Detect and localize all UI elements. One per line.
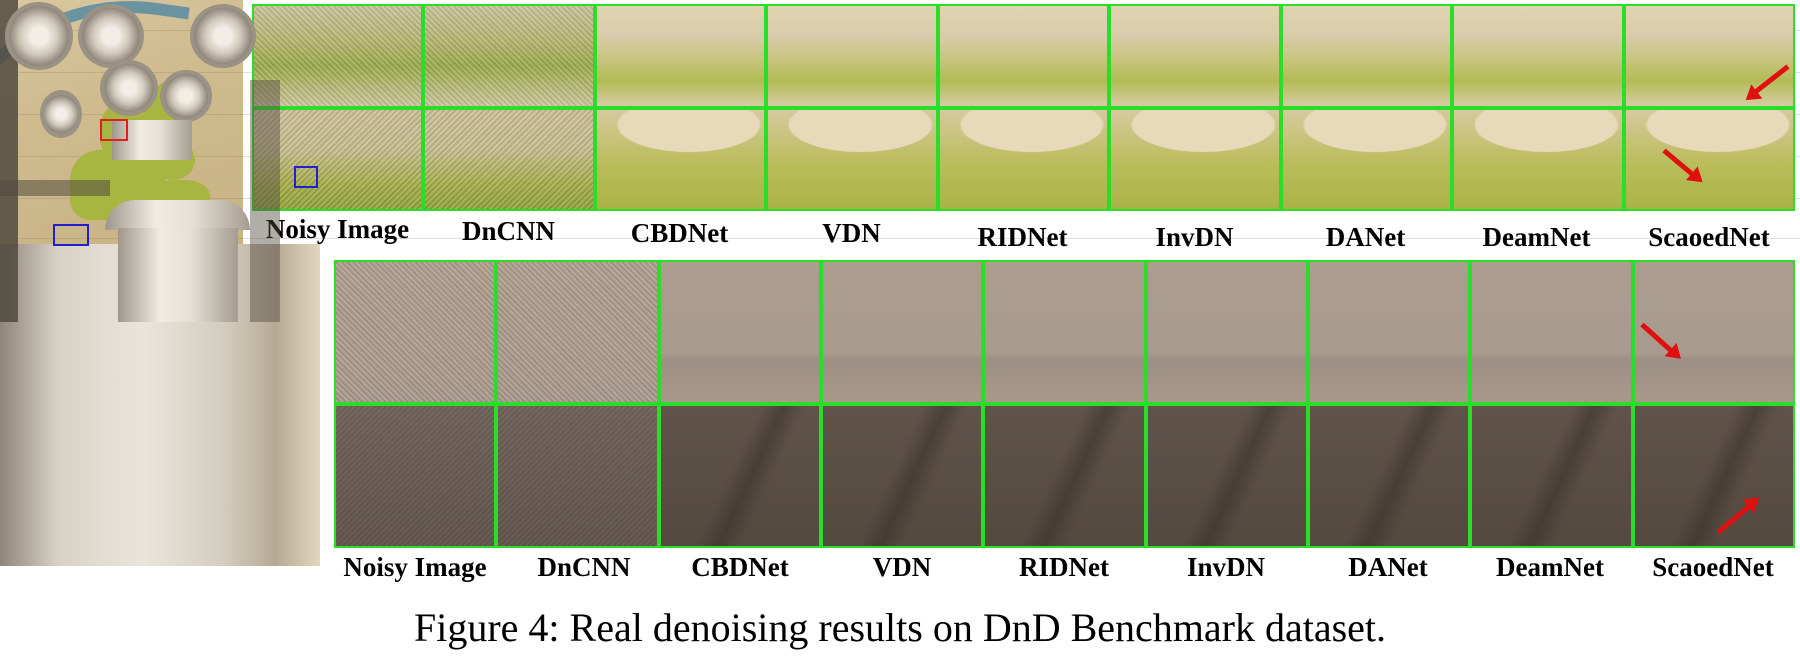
- label-scaoednet: ScaoedNet: [1648, 222, 1770, 252]
- patch-invdn-top: [1145, 260, 1308, 404]
- patch-deamnet-bottom: [1452, 107, 1624, 211]
- patch-danet-top: [1280, 4, 1453, 108]
- label-scaoednet: ScaoedNet: [1652, 552, 1774, 582]
- patch-danet-top: [1307, 260, 1471, 404]
- label-vdn: VDN: [822, 218, 881, 248]
- patch-scaoednet-bottom: [1623, 107, 1795, 211]
- overview-image-column: [0, 0, 320, 566]
- label-cbdnet: CBDNet: [691, 552, 789, 582]
- patch-deamnet-top: [1470, 260, 1633, 404]
- label-deamnet: DeamNet: [1496, 552, 1604, 582]
- patch-deamnet-top: [1452, 4, 1624, 108]
- crop-grid-row1: [252, 4, 1795, 211]
- label-ridnet: RIDNet: [977, 222, 1068, 252]
- label-invdn: InvDN: [1186, 552, 1266, 582]
- label-dncnn: DnCNN: [537, 552, 631, 582]
- crop-grid-row2: [334, 260, 1795, 548]
- patch-ridnet-top: [983, 260, 1146, 404]
- label-vdn: VDN: [872, 552, 932, 582]
- patch-noisy-top: [334, 260, 497, 404]
- patch-invdn-top: [1109, 4, 1281, 108]
- patch-scaoednet-top: [1623, 4, 1795, 108]
- label-ridnet: RIDNet: [1019, 552, 1109, 582]
- patch-invdn-bottom: [1145, 404, 1308, 548]
- patch-noisy-bottom: [252, 107, 424, 211]
- patch-dncnn-bottom: [496, 404, 659, 548]
- patch-vdn-bottom: [820, 404, 984, 548]
- patch-vdn-top: [766, 4, 938, 108]
- figure-caption: Figure 4: Real denoising results on DnD …: [413, 605, 1387, 650]
- patch-deamnet-bottom: [1470, 404, 1633, 548]
- patch-danet-bottom: [1280, 107, 1453, 211]
- patch-cbdnet-bottom: [658, 404, 821, 548]
- patch-cbdnet-top: [658, 260, 821, 404]
- patch-danet-bottom: [1307, 404, 1471, 548]
- patch-vdn-top: [820, 260, 984, 404]
- patch-noisy-bottom: [334, 404, 497, 548]
- label-invdn: InvDN: [1155, 222, 1234, 252]
- patch-ridnet-bottom: [937, 107, 1110, 211]
- patch-scaoednet-top: [1632, 260, 1795, 404]
- patch-invdn-bottom: [1109, 107, 1281, 211]
- patch-dncnn-bottom: [423, 107, 595, 211]
- patch-dncnn-top: [423, 4, 595, 108]
- label-noisy-image: Noisy Image: [265, 214, 410, 244]
- label-danet: DANet: [1325, 222, 1406, 252]
- label-dncnn: DnCNN: [461, 216, 555, 246]
- patch-ridnet-top: [937, 4, 1110, 108]
- label-danet: DANet: [1348, 552, 1428, 582]
- patch-cbdnet-top: [594, 4, 767, 108]
- patch-dncnn-top: [496, 260, 659, 404]
- label-cbdnet: CBDNet: [630, 218, 729, 248]
- patch-noisy-top: [252, 4, 424, 108]
- patch-cbdnet-bottom: [594, 107, 767, 211]
- patch-scaoednet-bottom: [1632, 404, 1795, 548]
- label-noisy-image: Noisy Image: [343, 552, 487, 582]
- patch-ridnet-bottom: [983, 404, 1146, 548]
- label-deamnet: DeamNet: [1482, 222, 1591, 252]
- patch-vdn-bottom: [766, 107, 938, 211]
